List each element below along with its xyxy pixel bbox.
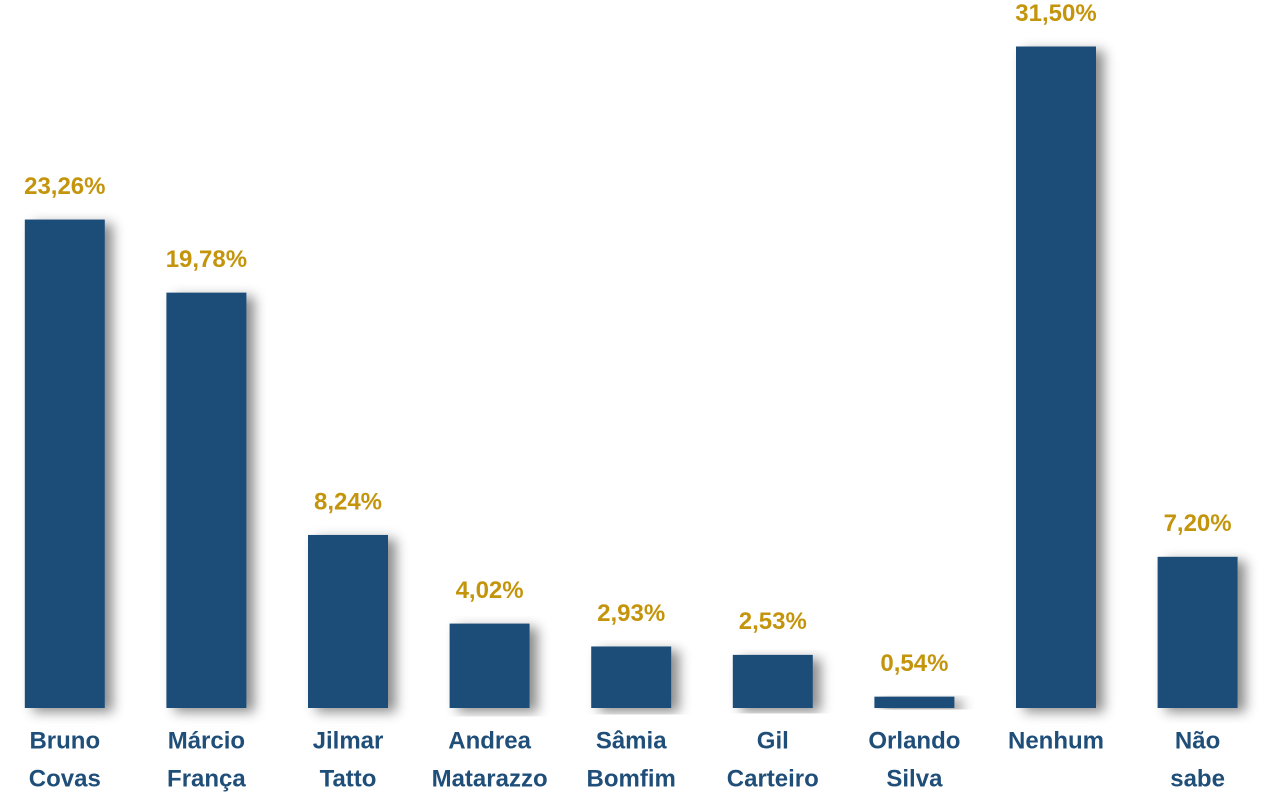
x-tick-label: França	[167, 765, 246, 792]
x-tick-label: Bomfim	[587, 765, 676, 792]
x-tick-label: Covas	[29, 765, 101, 792]
bar	[591, 646, 672, 708]
x-tick-label: Não	[1175, 727, 1220, 754]
bar	[732, 654, 813, 708]
x-tick-label: Andrea	[448, 727, 531, 754]
bar	[24, 219, 105, 709]
x-tick-label: Silva	[886, 765, 943, 792]
x-tick-label: Matarazzo	[432, 765, 548, 792]
x-tick-label: Sâmia	[596, 727, 667, 754]
bar	[166, 292, 247, 708]
x-tick-label: Jilmar	[313, 727, 384, 754]
bar	[1016, 46, 1096, 708]
x-tick-label: Nenhum	[1008, 727, 1104, 754]
value-label: 0,54%	[880, 650, 948, 677]
x-tick-label: sabe	[1170, 765, 1225, 792]
value-label: 2,53%	[739, 608, 807, 635]
value-label: 2,93%	[597, 600, 665, 627]
value-label: 23,26%	[24, 173, 105, 200]
bar	[308, 534, 388, 708]
x-tick-label: Gil	[757, 727, 789, 754]
bar	[1157, 556, 1238, 708]
value-label: 8,24%	[314, 488, 382, 515]
bar	[874, 696, 955, 708]
value-label: 4,02%	[456, 577, 524, 604]
x-tick-label: Tatto	[320, 765, 377, 792]
value-label: 7,20%	[1164, 510, 1232, 537]
x-tick-label: Márcio	[168, 727, 245, 754]
x-tick-label: Orlando	[868, 727, 960, 754]
value-label: 31,50%	[1015, 0, 1096, 27]
bar	[449, 623, 530, 708]
value-label: 19,78%	[166, 246, 247, 273]
x-tick-label: Bruno	[29, 727, 100, 754]
x-tick-label: Carteiro	[727, 765, 819, 792]
